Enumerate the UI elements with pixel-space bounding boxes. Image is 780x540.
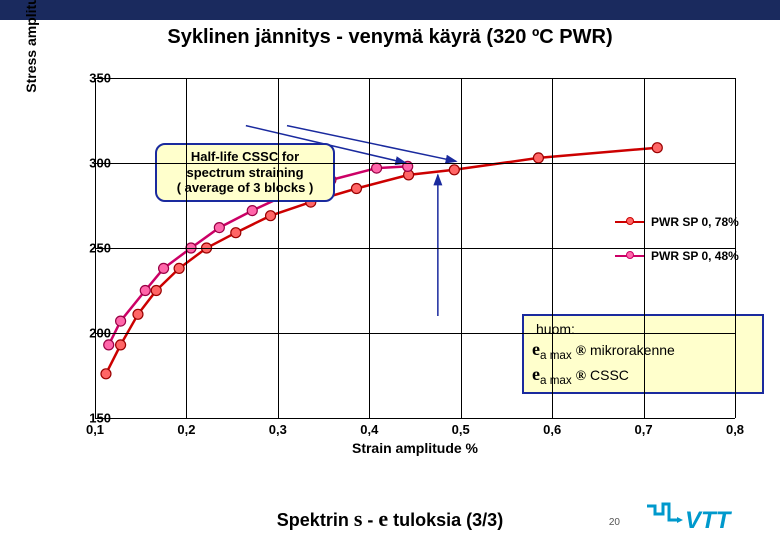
data-marker: [214, 223, 224, 233]
gridline: [95, 78, 735, 79]
legend-item: PWR SP 0, 48%: [615, 249, 739, 263]
legend: PWR SP 0, 78% PWR SP 0, 48%: [615, 215, 739, 283]
data-marker: [533, 153, 543, 163]
callout-title: huom:: [536, 320, 754, 338]
x-tick: 0,7: [635, 422, 653, 437]
gridline: [95, 78, 96, 418]
x-tick: 0,4: [360, 422, 378, 437]
x-axis-label: Strain amplitude %: [95, 440, 735, 456]
callout-line: ( average of 3 blocks ): [165, 180, 325, 196]
data-marker: [116, 340, 126, 350]
callout-line: spectrum straining: [165, 165, 325, 181]
data-marker: [140, 286, 150, 296]
gridline: [735, 78, 736, 418]
data-marker: [104, 340, 114, 350]
gridline: [552, 78, 553, 418]
x-tick: 0,8: [726, 422, 744, 437]
y-axis-label: Stress amplitude MPa: [23, 0, 39, 120]
data-marker: [133, 309, 143, 319]
gridline: [369, 78, 370, 418]
legend-label: PWR SP 0, 78%: [651, 215, 739, 229]
x-tick: 0,2: [177, 422, 195, 437]
data-marker: [266, 211, 276, 221]
legend-line-icon: [615, 221, 645, 223]
legend-line-icon: [615, 255, 645, 257]
gridline: [95, 248, 735, 249]
data-marker: [116, 316, 126, 326]
callout-cssc: Half-life CSSC for spectrum straining ( …: [155, 143, 335, 202]
data-marker: [159, 263, 169, 273]
gridline: [461, 78, 462, 418]
data-marker: [247, 206, 257, 216]
chart: Stress amplitude MPa Strain amplitude % …: [35, 60, 755, 460]
legend-marker-icon: [626, 217, 634, 225]
gridline: [95, 333, 735, 334]
data-marker: [174, 263, 184, 273]
x-tick: 0,5: [452, 422, 470, 437]
gridline: [95, 418, 735, 419]
legend-item: PWR SP 0, 78%: [615, 215, 739, 229]
gridline: [644, 78, 645, 418]
gridline: [186, 78, 187, 418]
data-marker: [449, 165, 459, 175]
data-marker: [652, 143, 662, 153]
data-marker: [372, 163, 382, 173]
page-title: Syklinen jännitys - venymä käyrä (320 ºC…: [0, 20, 780, 53]
x-tick: 0,3: [269, 422, 287, 437]
data-marker: [351, 184, 361, 194]
page-number: 20: [609, 517, 620, 528]
x-tick: 0,6: [543, 422, 561, 437]
gridline: [95, 163, 735, 164]
data-marker: [231, 228, 241, 238]
legend-marker-icon: [626, 251, 634, 259]
legend-label: PWR SP 0, 48%: [651, 249, 739, 263]
data-marker: [101, 369, 111, 379]
vtt-logo: VTT: [645, 498, 755, 534]
top-bar: [0, 0, 780, 20]
gridline: [278, 78, 279, 418]
svg-text:VTT: VTT: [685, 507, 733, 534]
x-tick: 0,1: [86, 422, 104, 437]
data-marker: [151, 286, 161, 296]
